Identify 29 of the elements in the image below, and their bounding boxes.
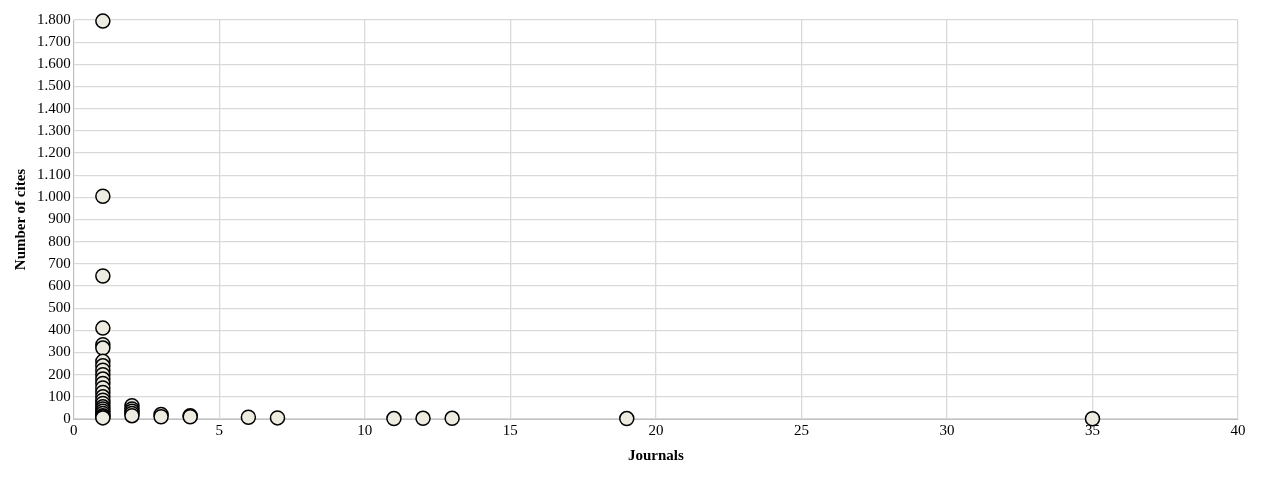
x-tick-label: 15 — [502, 421, 518, 438]
y-tick-label: 1.200 — [37, 143, 71, 160]
x-tick-label: 20 — [648, 421, 664, 438]
y-axis-title: Number of cites — [11, 168, 28, 271]
y-tick-label: 200 — [48, 365, 71, 382]
y-tick-label: 900 — [48, 210, 71, 227]
x-tick-label: 40 — [1230, 421, 1246, 438]
y-tick-label: 1.600 — [37, 55, 71, 72]
y-tick-label: 1.000 — [37, 188, 71, 205]
x-axis-title: Journals — [627, 446, 684, 463]
y-tick-label: 1.100 — [37, 166, 71, 183]
y-tick-label: 1.300 — [37, 121, 71, 138]
x-tick-label: 5 — [215, 421, 224, 438]
y-tick-label: 1.400 — [37, 99, 71, 116]
x-tick-label: 35 — [1084, 421, 1100, 438]
y-tick-label: 1.700 — [37, 33, 71, 50]
y-tick-label: 300 — [48, 343, 71, 360]
y-tick-label: 1.500 — [37, 77, 71, 94]
y-tick-label: 100 — [48, 387, 71, 404]
y-tick-label: 400 — [48, 321, 71, 338]
y-tick-label: 500 — [48, 299, 71, 316]
y-tick-label: 0 — [63, 409, 71, 426]
x-tick-label: 25 — [793, 421, 809, 438]
x-tick-label: 30 — [939, 421, 955, 438]
x-tick-label: 10 — [357, 421, 373, 438]
y-tick-label: 600 — [48, 276, 71, 293]
y-tick-label: 1.800 — [37, 10, 71, 27]
y-tick-label: 700 — [48, 254, 71, 271]
y-tick-label: 800 — [48, 232, 71, 249]
